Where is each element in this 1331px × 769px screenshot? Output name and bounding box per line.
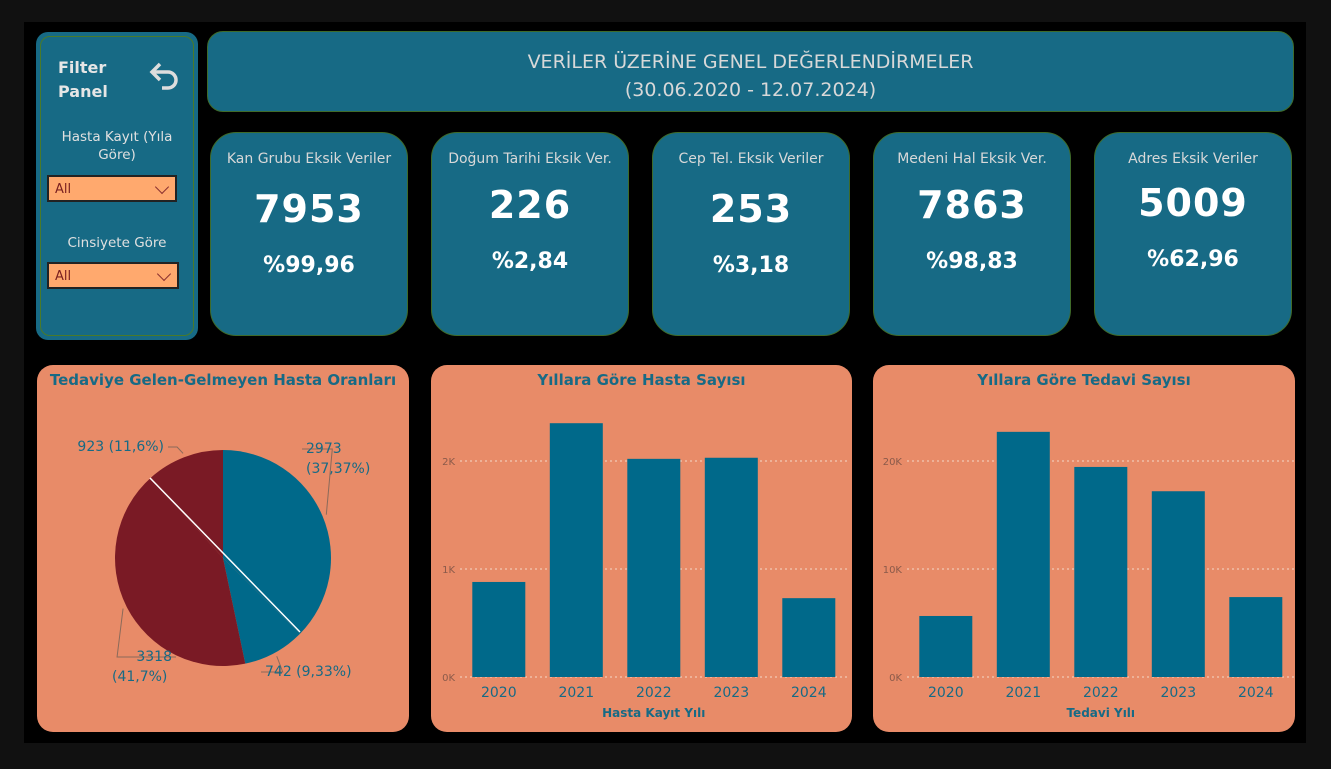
date-range: (30.06.2020 - 12.07.2024) [624,79,877,101]
x-tick-label: 2020 [481,685,517,701]
bar [1151,491,1205,677]
bar [627,458,681,677]
kpi-percent: %98,83 [926,249,1018,274]
filter-label-year: Hasta Kayıt (Yıla Göre) [61,129,173,163]
filter-label-gender: Cinsiyete Göre [67,235,167,251]
slice-label: 2973 [306,441,342,457]
page-header: VERİLER ÜZERİNE GENEL DEĞERLENDİRMELER (… [207,31,1294,112]
bar [1074,466,1128,677]
treatments-bar-chart: 0K 10K 20K 2020 2021 2022 2023 2024 Tedavi Yılı [883,431,1295,720]
y-tick-label: 2K [442,457,455,468]
kpi-card-address: Adres Eksik Veriler 5009 %62,96 [1094,132,1292,336]
x-tick-label: 2022 [1083,685,1119,701]
pie-chart-card: Tedaviye Gelen-Gelmeyen Hasta Oranları 2… [37,365,409,732]
y-tick-label: 10K [883,565,903,576]
treatments-by-year-card: Yıllara Göre Tedavi Sayısı 0K 10K 20K 2020 2… [873,365,1295,732]
x-tick-label: 2024 [1238,685,1274,701]
kpi-title: Medeni Hal Eksik Ver. [897,151,1047,167]
bar [549,423,603,677]
pie-chart: 2973 (37,37%) 742 (9,33%) 3318 (41,7%) 923 (1… [77,439,370,685]
x-axis-label: Tedavi Yılı [1066,706,1135,720]
page-title: VERİLER ÜZERİNE GENEL DEĞERLENDİRMELER [527,51,974,73]
pie-slice [223,450,332,634]
kpi-value: 7953 [254,187,364,231]
bar [782,598,836,677]
bar [996,431,1050,677]
pie-slice [115,477,246,666]
kpi-percent: %3,18 [712,253,790,278]
kpi-card-blood-type: Kan Grubu Eksik Veriler 7953 %99,96 [210,132,408,336]
bar [1229,597,1283,677]
slice-label: 742 (9,33%) [265,664,352,680]
kpi-title: Kan Grubu Eksik Veriler [226,151,392,167]
slice-label-percent: (37,37%) [306,461,370,477]
kpi-title: Doğum Tarihi Eksik Ver. [448,151,612,167]
kpi-value: 7863 [917,183,1027,227]
chart-title: Tedaviye Gelen-Gelmeyen Hasta Oranları [49,371,397,389]
filter-panel-title: Filter Panel [58,58,108,101]
undo-arrow-icon[interactable] [148,60,182,94]
label-leader-line [261,656,284,673]
y-tick-label: 1K [442,565,455,576]
filter-panel: Filter Panel Hasta Kayıt (Yıla Göre) All … [36,32,198,340]
slice-label: 3318 [136,649,172,665]
gender-filter-dropdown[interactable]: All [47,262,179,289]
y-tick-label: 0K [889,673,902,684]
label-leader-line [168,446,184,454]
year-filter-dropdown[interactable]: All [47,175,177,202]
label-leader-line [116,608,176,658]
kpi-percent: %99,96 [263,253,355,278]
chevron-down-icon [156,266,172,282]
kpi-percent: %2,84 [491,249,569,274]
kpi-value: 5009 [1138,181,1248,225]
pie-slice [223,558,300,664]
kpi-card-marital-status: Medeni Hal Eksik Ver. 7863 %98,83 [873,132,1071,336]
kpi-card-birth-date: Doğum Tarihi Eksik Ver. 226 %2,84 [431,132,629,336]
kpi-card-phone: Cep Tel. Eksik Veriler 253 %3,18 [652,132,850,336]
pie-slice [151,450,223,558]
y-tick-label: 20K [883,457,903,468]
kpi-title: Adres Eksik Veriler [1128,151,1258,167]
chevron-down-icon [154,179,170,195]
kpi-value: 253 [709,187,793,231]
x-tick-label: 2022 [636,685,672,701]
slice-label: 923 (11,6%) [77,439,164,455]
patients-by-year-card: Yıllara Göre Hasta Sayısı 0K 1K 2K 2020 2021… [431,365,852,732]
slice-label-percent: (41,7%) [112,669,167,685]
chart-title: Yıllara Göre Hasta Sayısı [537,371,746,389]
x-tick-label: 2024 [791,685,827,701]
x-axis-label: Hasta Kayıt Yılı [602,706,705,720]
bar [472,581,526,677]
x-tick-label: 2023 [1160,685,1196,701]
y-tick-label: 0K [442,673,455,684]
patients-bar-chart: 0K 1K 2K 2020 2021 2022 2023 2024 Hasta Kayıt Yı… [442,423,848,720]
label-leader-line [302,448,333,515]
dropdown-value: All [55,182,72,197]
x-tick-label: 2023 [713,685,749,701]
bar [919,615,973,677]
x-tick-label: 2021 [558,685,594,701]
chart-title: Yıllara Göre Tedavi Sayısı [977,371,1191,389]
x-tick-label: 2021 [1005,685,1041,701]
kpi-percent: %62,96 [1147,247,1239,272]
slice-separator-line [149,477,301,633]
dropdown-value: All [55,269,72,284]
kpi-title: Cep Tel. Eksik Veriler [678,151,824,167]
bar [704,457,758,677]
kpi-value: 226 [488,183,572,227]
x-tick-label: 2020 [928,685,964,701]
